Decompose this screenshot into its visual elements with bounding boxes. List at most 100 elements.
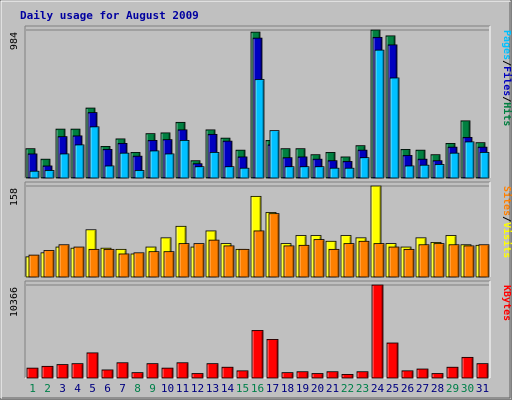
legend-entry: / [501,96,512,102]
bar-kbytes-day-22 [341,374,354,379]
bar-sites-day-12 [193,243,205,278]
bar-sites-day-28 [433,243,445,278]
bar-kbytes-day-2 [41,365,54,379]
bar-sites-day-9 [148,251,160,278]
bar-kbytes-day-23 [356,371,369,379]
day-label-22: 22 [341,382,354,395]
day-label-5: 5 [89,382,96,395]
bar-pages-day-11 [179,139,190,179]
bar-kbytes-day-6 [101,369,114,379]
bar-sites-day-16 [253,230,265,278]
bar-pages-day-17 [269,130,280,179]
bar-sites-day-29 [448,244,460,278]
legend-entry: / [501,216,512,222]
day-label-8: 8 [134,382,141,395]
bar-pages-day-28 [434,164,445,179]
bar-sites-day-14 [223,245,235,278]
bar-kbytes-day-25 [386,342,399,379]
day-label-2: 2 [44,382,51,395]
bar-sites-day-11 [178,243,190,278]
bar-pages-day-22 [344,167,355,179]
bar-kbytes-day-20 [311,373,324,379]
bar-sites-day-3 [58,244,70,278]
bar-kbytes-day-30 [461,356,474,379]
bar-kbytes-day-27 [416,368,429,379]
bar-pages-day-19 [299,166,310,179]
day-label-12: 12 [191,382,204,395]
bar-sites-day-15 [238,248,250,278]
bar-kbytes-day-3 [56,364,69,379]
bar-kbytes-day-12 [191,373,204,379]
day-label-16: 16 [251,382,264,395]
bar-sites-day-21 [328,248,340,278]
bar-sites-day-22 [343,243,355,278]
bar-sites-day-25 [388,246,400,278]
panel-hits-files-pages: 984 Pages/Files/Hits [9,25,512,179]
day-label-20: 20 [311,382,324,395]
bar-kbytes-day-10 [161,367,174,379]
bar-kbytes-day-31 [476,363,489,379]
bar-sites-day-19 [298,244,310,278]
bar-pages-day-14 [224,166,235,179]
legend: Pages/Files/Hits [501,30,512,126]
legend: Sites/Visits [501,186,512,258]
bar-pages-day-6 [104,165,115,179]
legend-entry: Hits [501,102,512,126]
bar-pages-day-2 [44,170,55,179]
bar-kbytes-day-7 [116,362,129,379]
bar-pages-day-7 [119,152,130,179]
day-label-10: 10 [161,382,174,395]
bar-sites-day-27 [418,244,430,278]
bar-kbytes-day-5 [86,352,99,379]
bar-pages-day-23 [359,157,370,179]
bar-pages-day-16 [254,79,265,179]
day-label-31: 31 [476,382,489,395]
bar-pages-day-24 [374,49,385,179]
day-label-15: 15 [236,382,249,395]
legend-entry: Sites [501,186,512,216]
day-label-24: 24 [371,382,385,395]
bar-sites-day-17 [268,213,280,278]
panel-kbytes: 10366 KBytes [9,280,512,379]
day-label-29: 29 [446,382,459,395]
day-label-1: 1 [29,382,36,395]
legend-entry: Pages [501,30,512,60]
bar-pages-day-30 [464,141,475,179]
bar-kbytes-day-1 [26,367,39,379]
bar-sites-day-7 [118,253,130,278]
bar-pages-day-20 [314,166,325,179]
bar-kbytes-day-18 [281,372,294,379]
bar-sites-day-13 [208,239,220,278]
bar-kbytes-day-11 [176,362,189,379]
bar-kbytes-day-16 [251,330,264,379]
bar-sites-day-20 [313,239,325,278]
legend-entry: Files [501,66,512,96]
bar-sites-day-24 [373,243,385,278]
bar-pages-day-4 [74,144,85,179]
bar-sites-day-30 [463,245,475,278]
bar-pages-day-15 [239,167,250,179]
day-label-17: 17 [266,382,279,395]
bar-pages-day-5 [89,126,100,179]
bar-pages-day-29 [449,152,460,179]
day-label-4: 4 [74,382,81,395]
day-label-13: 13 [206,382,219,395]
bar-kbytes-day-19 [296,371,309,379]
bar-kbytes-day-29 [446,366,459,379]
bar-kbytes-day-14 [221,366,234,379]
day-label-9: 9 [149,382,156,395]
day-label-18: 18 [281,382,294,395]
bar-pages-day-31 [479,152,490,179]
bar-pages-day-10 [164,153,175,179]
day-label-7: 7 [119,382,126,395]
bar-sites-day-26 [403,248,415,278]
day-label-19: 19 [296,382,309,395]
max-value-label: 984 [9,32,20,50]
bar-sites-day-6 [103,248,115,278]
bar-pages-day-25 [389,77,400,179]
day-label-3: 3 [59,382,66,395]
day-label-23: 23 [356,382,369,395]
legend-entry: / [501,60,512,66]
